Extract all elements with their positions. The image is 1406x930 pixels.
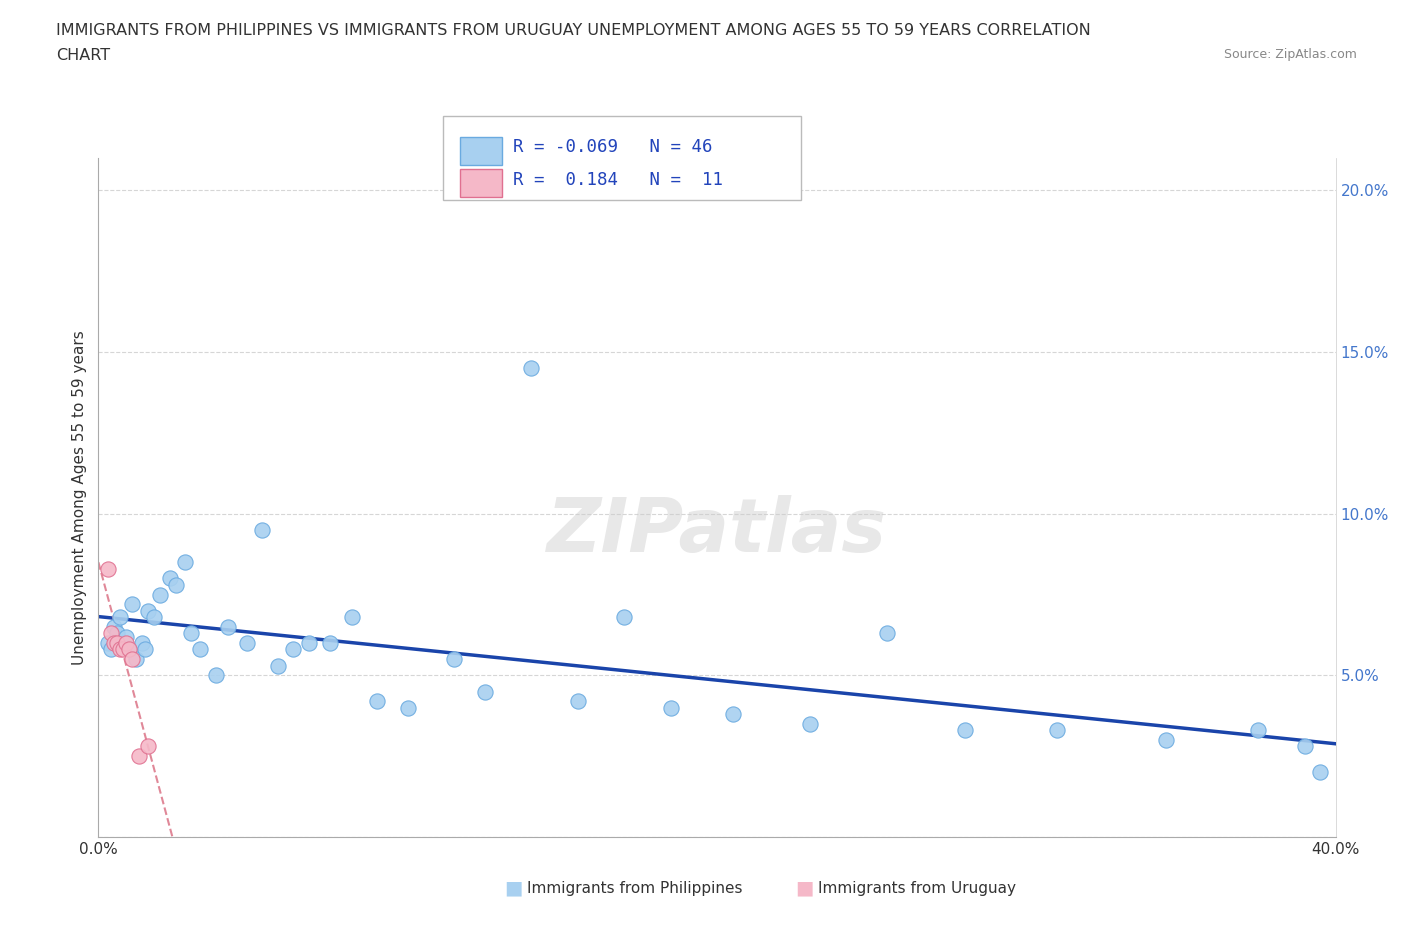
Point bbox=[97, 635, 120, 650]
Text: CHART: CHART bbox=[56, 48, 110, 63]
Point bbox=[136, 739, 159, 754]
Point bbox=[121, 652, 143, 667]
Point bbox=[180, 626, 202, 641]
Point bbox=[149, 587, 172, 602]
Point bbox=[721, 707, 744, 722]
Point bbox=[659, 700, 682, 715]
Point bbox=[953, 723, 976, 737]
Text: Immigrants from Uruguay: Immigrants from Uruguay bbox=[818, 881, 1017, 896]
Point bbox=[118, 642, 141, 657]
Point bbox=[396, 700, 419, 715]
Y-axis label: Unemployment Among Ages 55 to 59 years: Unemployment Among Ages 55 to 59 years bbox=[72, 330, 87, 665]
Point bbox=[567, 694, 589, 709]
Point bbox=[121, 597, 143, 612]
Text: R =  0.184   N =  11: R = 0.184 N = 11 bbox=[513, 171, 723, 189]
Point bbox=[112, 635, 135, 650]
Point bbox=[128, 749, 150, 764]
Point bbox=[124, 652, 146, 667]
Point bbox=[1309, 764, 1331, 779]
Point bbox=[100, 626, 122, 641]
Point bbox=[134, 642, 156, 657]
Point bbox=[443, 652, 465, 667]
Point bbox=[1247, 723, 1270, 737]
Point bbox=[112, 642, 135, 657]
Point bbox=[236, 635, 259, 650]
Point bbox=[103, 635, 125, 650]
Point bbox=[136, 604, 159, 618]
Point bbox=[115, 629, 138, 644]
Point bbox=[876, 626, 898, 641]
Point bbox=[115, 635, 138, 650]
Point bbox=[165, 578, 187, 592]
Text: ZIPatlas: ZIPatlas bbox=[547, 495, 887, 568]
Point bbox=[174, 555, 197, 570]
Point bbox=[103, 619, 125, 634]
Point bbox=[520, 361, 543, 376]
Point bbox=[267, 658, 290, 673]
Point bbox=[298, 635, 321, 650]
Point bbox=[340, 610, 363, 625]
Point bbox=[100, 642, 122, 657]
Point bbox=[108, 642, 131, 657]
Text: Immigrants from Philippines: Immigrants from Philippines bbox=[527, 881, 742, 896]
Point bbox=[474, 684, 496, 699]
Text: ■: ■ bbox=[503, 879, 523, 897]
Point bbox=[799, 716, 821, 731]
Point bbox=[118, 642, 141, 657]
Point bbox=[105, 635, 128, 650]
Point bbox=[252, 523, 274, 538]
Point bbox=[143, 610, 166, 625]
Point bbox=[1294, 739, 1316, 754]
Point bbox=[108, 610, 131, 625]
Text: Source: ZipAtlas.com: Source: ZipAtlas.com bbox=[1223, 48, 1357, 61]
Point bbox=[217, 619, 239, 634]
Point bbox=[159, 571, 181, 586]
Point bbox=[205, 668, 228, 683]
Text: R = -0.069   N = 46: R = -0.069 N = 46 bbox=[513, 139, 713, 156]
Point bbox=[97, 561, 120, 576]
Point bbox=[1046, 723, 1069, 737]
Point bbox=[1154, 733, 1177, 748]
Point bbox=[105, 626, 128, 641]
Point bbox=[613, 610, 636, 625]
Text: IMMIGRANTS FROM PHILIPPINES VS IMMIGRANTS FROM URUGUAY UNEMPLOYMENT AMONG AGES 5: IMMIGRANTS FROM PHILIPPINES VS IMMIGRANT… bbox=[56, 23, 1091, 38]
Text: ■: ■ bbox=[794, 879, 814, 897]
Point bbox=[283, 642, 305, 657]
Point bbox=[190, 642, 212, 657]
Point bbox=[366, 694, 388, 709]
Point bbox=[131, 635, 153, 650]
Point bbox=[319, 635, 342, 650]
